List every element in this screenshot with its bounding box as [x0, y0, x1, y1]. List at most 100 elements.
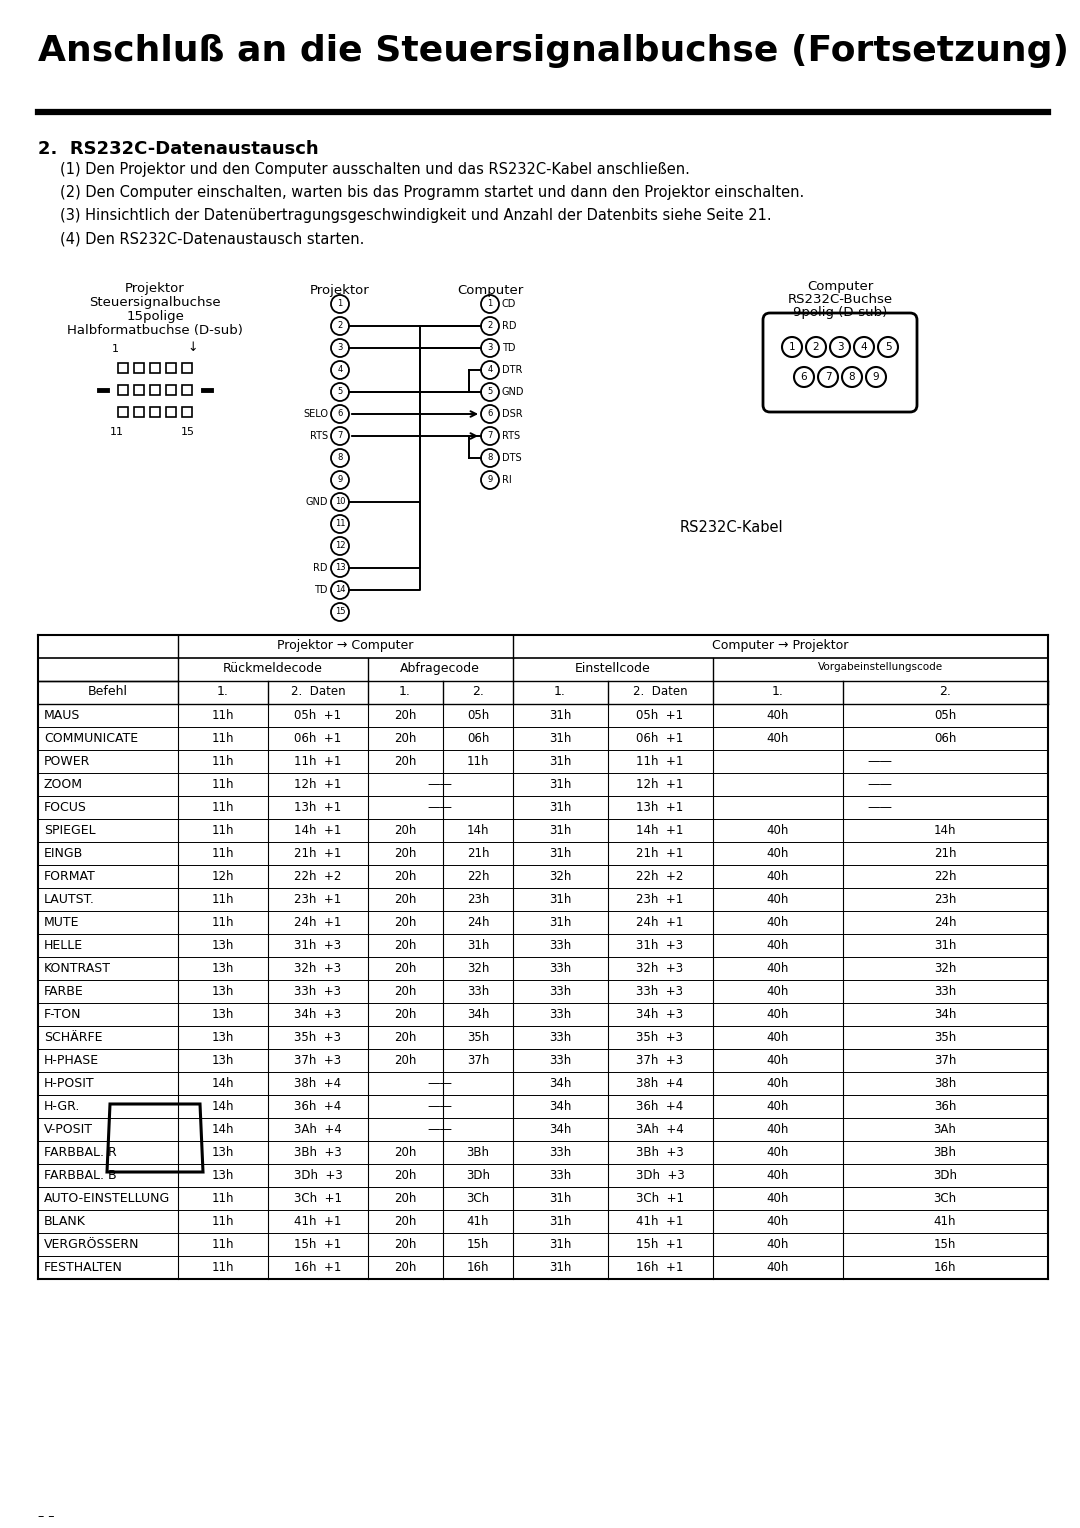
Text: Projektor: Projektor — [125, 283, 185, 295]
Circle shape — [330, 559, 349, 578]
Text: Halbformatbuchse (D-sub): Halbformatbuchse (D-sub) — [67, 324, 243, 338]
Text: 34h  +3: 34h +3 — [636, 1008, 684, 1021]
Polygon shape — [107, 1105, 203, 1172]
Text: 40h: 40h — [767, 1077, 789, 1089]
Text: 33h: 33h — [549, 986, 571, 998]
Text: 20h: 20h — [394, 709, 416, 723]
Bar — [166, 406, 176, 417]
Text: 3Ch: 3Ch — [467, 1192, 489, 1206]
Text: 34h: 34h — [549, 1100, 571, 1112]
Text: 23h: 23h — [934, 892, 956, 906]
Text: 35h: 35h — [934, 1031, 956, 1044]
Text: 13h: 13h — [212, 1146, 234, 1160]
Text: 31h: 31h — [549, 847, 571, 860]
Text: 14h: 14h — [212, 1123, 234, 1135]
Text: FOCUS: FOCUS — [44, 801, 86, 814]
Text: 34h: 34h — [549, 1123, 571, 1135]
Bar — [166, 364, 176, 373]
Text: 40h: 40h — [767, 1146, 789, 1160]
Text: 33h: 33h — [467, 986, 489, 998]
Text: 32h  +3: 32h +3 — [295, 963, 341, 975]
Bar — [150, 364, 160, 373]
Text: 23h  +1: 23h +1 — [295, 892, 341, 906]
Text: – –: – – — [38, 1510, 54, 1523]
Text: 20h: 20h — [394, 940, 416, 952]
Text: TD: TD — [314, 585, 328, 594]
Text: 34h: 34h — [467, 1008, 489, 1021]
Text: 3Ah  +4: 3Ah +4 — [294, 1123, 342, 1135]
Text: 40h: 40h — [767, 940, 789, 952]
Text: 22h  +2: 22h +2 — [295, 869, 341, 883]
Text: ——: —— — [867, 778, 892, 792]
Text: 4: 4 — [861, 342, 867, 351]
Text: 20h: 20h — [394, 755, 416, 769]
Text: 1.: 1. — [772, 685, 784, 698]
Text: 31h: 31h — [549, 732, 571, 746]
Text: 31h: 31h — [549, 778, 571, 792]
Text: 15: 15 — [181, 426, 195, 437]
Text: Abfragecode: Abfragecode — [400, 662, 480, 675]
Text: 41h: 41h — [467, 1215, 489, 1229]
Text: KONTRAST: KONTRAST — [44, 963, 111, 975]
Bar — [118, 364, 129, 373]
Text: 40h: 40h — [767, 847, 789, 860]
Text: ——: —— — [428, 1100, 453, 1112]
Text: 05h: 05h — [467, 709, 489, 723]
Text: RTS: RTS — [502, 431, 521, 442]
Text: 3Ch  +1: 3Ch +1 — [294, 1192, 342, 1206]
Circle shape — [330, 581, 349, 599]
Text: Projektor → Computer: Projektor → Computer — [276, 639, 414, 652]
Text: 35h  +3: 35h +3 — [295, 1031, 341, 1044]
Text: 16h  +1: 16h +1 — [636, 1261, 684, 1274]
Text: 40h: 40h — [767, 732, 789, 746]
Circle shape — [481, 426, 499, 445]
Text: 33h: 33h — [549, 1031, 571, 1044]
Text: 13: 13 — [335, 564, 346, 573]
Text: Vorgabeinstellungscode: Vorgabeinstellungscode — [818, 662, 943, 672]
Text: 31h: 31h — [934, 940, 956, 952]
Text: 3Dh  +3: 3Dh +3 — [294, 1169, 342, 1183]
Text: 33h: 33h — [549, 1054, 571, 1067]
Text: 14h: 14h — [467, 824, 489, 837]
Text: 31h: 31h — [549, 801, 571, 814]
Text: 15h  +1: 15h +1 — [636, 1238, 684, 1251]
Text: 40h: 40h — [767, 709, 789, 723]
Circle shape — [481, 405, 499, 423]
Circle shape — [878, 338, 897, 358]
Text: 13h: 13h — [212, 1169, 234, 1183]
Circle shape — [842, 367, 862, 387]
Text: Computer: Computer — [807, 280, 873, 293]
Text: 9: 9 — [337, 475, 342, 484]
Text: 31h: 31h — [549, 1192, 571, 1206]
Text: 1: 1 — [112, 344, 119, 354]
Text: 36h  +4: 36h +4 — [636, 1100, 684, 1112]
Text: (1) Den Projektor und den Computer ausschalten und das RS232C-Kabel anschließen.: (1) Den Projektor und den Computer aussc… — [60, 162, 690, 177]
Text: FARBBAL. B: FARBBAL. B — [44, 1169, 117, 1183]
Text: GND: GND — [502, 387, 525, 397]
Text: 9polig (D-sub): 9polig (D-sub) — [793, 306, 887, 319]
Text: 16h  +1: 16h +1 — [295, 1261, 341, 1274]
Text: H-GR.: H-GR. — [44, 1100, 80, 1112]
Text: 9: 9 — [873, 371, 879, 382]
Text: SELO: SELO — [303, 410, 328, 419]
Text: 23h: 23h — [467, 892, 489, 906]
Text: 15: 15 — [335, 608, 346, 616]
Text: 20h: 20h — [394, 963, 416, 975]
Text: 11h: 11h — [212, 1238, 234, 1251]
Text: 32h: 32h — [549, 869, 571, 883]
Text: 36h: 36h — [934, 1100, 956, 1112]
Text: Einstellcode: Einstellcode — [576, 662, 651, 675]
Text: 7: 7 — [337, 431, 342, 440]
Bar — [150, 385, 160, 396]
Circle shape — [481, 361, 499, 379]
Text: 1: 1 — [487, 299, 492, 309]
Text: 11: 11 — [110, 426, 124, 437]
Text: 05h: 05h — [934, 709, 956, 723]
Bar — [118, 406, 129, 417]
Circle shape — [782, 338, 802, 358]
Text: 3Bh: 3Bh — [933, 1146, 957, 1160]
Text: ——: —— — [428, 1123, 453, 1135]
Text: 3Ch  +1: 3Ch +1 — [636, 1192, 684, 1206]
Text: 06h: 06h — [467, 732, 489, 746]
Text: 6: 6 — [337, 410, 342, 419]
